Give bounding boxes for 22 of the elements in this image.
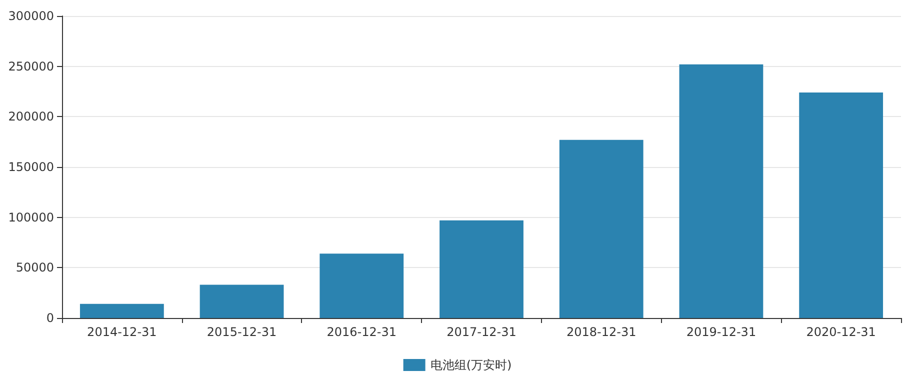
y-tick-label: 50000 — [16, 260, 54, 275]
x-tick-label: 2020-12-31 — [806, 325, 876, 339]
bar — [679, 64, 764, 318]
y-tick-label: 150000 — [8, 160, 54, 174]
x-tick-label: 2018-12-31 — [566, 325, 636, 339]
bar — [799, 92, 884, 318]
x-tick-label: 2016-12-31 — [326, 325, 397, 339]
legend-label: 电池组(万安时) — [430, 358, 512, 372]
x-tick-label: 2014-12-31 — [87, 325, 157, 339]
bar — [320, 254, 404, 318]
y-tick-label: 200000 — [8, 110, 54, 124]
x-tick-label: 2015-12-31 — [206, 325, 277, 339]
y-tick-label: 0 — [46, 311, 54, 325]
y-tick-label: 300000 — [8, 9, 54, 23]
x-tick-label: 2017-12-31 — [446, 325, 516, 339]
y-tick-label: 100000 — [8, 210, 54, 224]
x-tick-label: 2019-12-31 — [686, 325, 756, 339]
bar — [80, 304, 164, 318]
bar — [440, 220, 524, 318]
bar — [200, 284, 284, 318]
y-tick-label: 250000 — [8, 59, 54, 74]
bar — [559, 140, 644, 318]
